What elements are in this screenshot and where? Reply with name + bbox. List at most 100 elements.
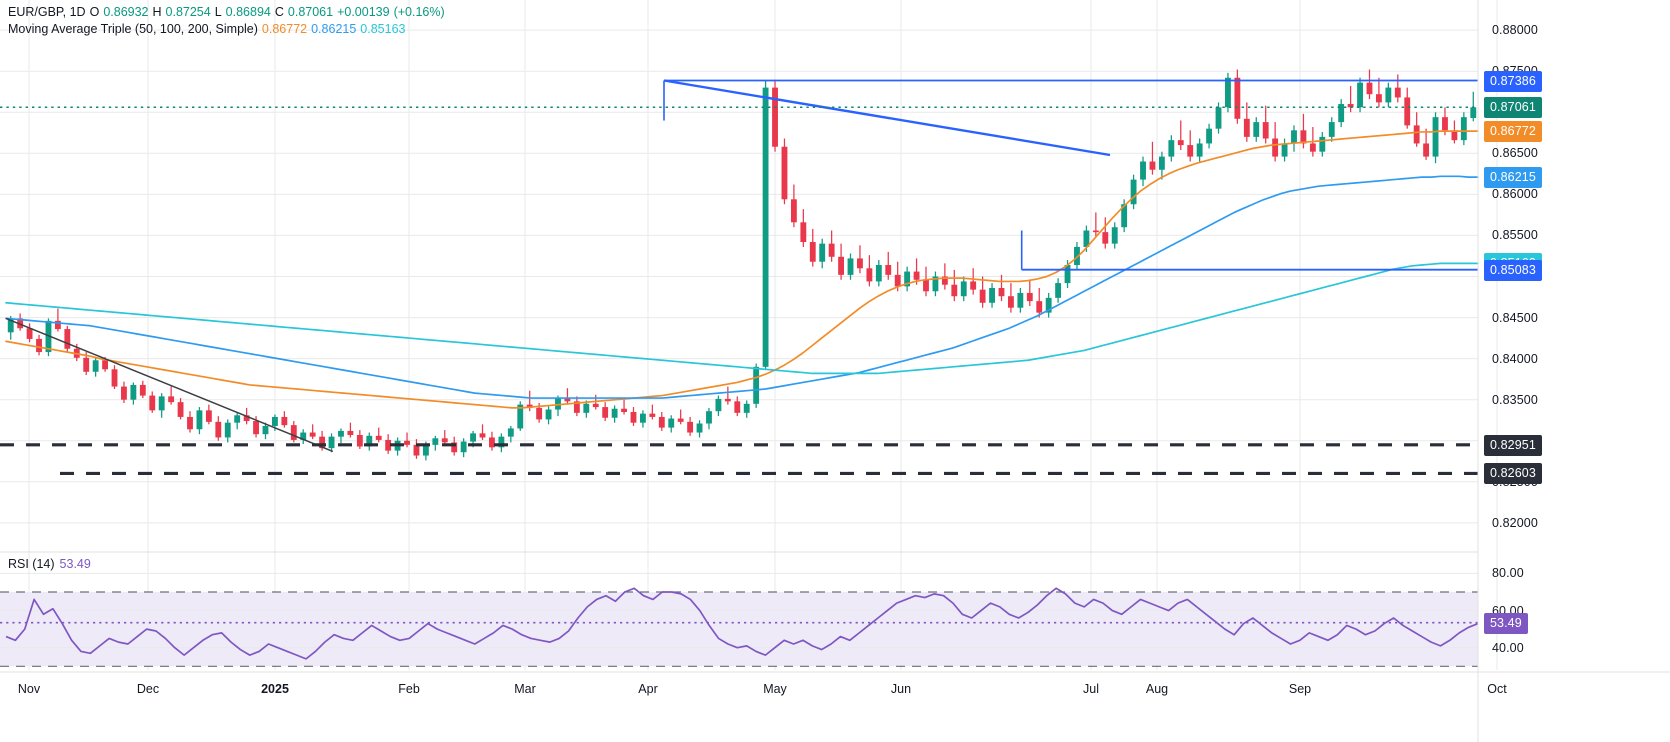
candle-body bbox=[1404, 97, 1411, 126]
rsi-panel[interactable] bbox=[0, 551, 1478, 667]
candle-body bbox=[932, 276, 939, 292]
candle-body bbox=[1045, 297, 1052, 313]
candle-body bbox=[781, 146, 788, 200]
candle-body bbox=[281, 416, 288, 426]
candle-body bbox=[139, 384, 146, 396]
candle-body bbox=[1196, 143, 1203, 157]
candle-body bbox=[960, 281, 967, 297]
moving-average-series[interactable] bbox=[5, 130, 1479, 409]
candle-body bbox=[1177, 140, 1184, 146]
candle-body bbox=[102, 360, 108, 370]
candle-body bbox=[1206, 128, 1212, 144]
annotations[interactable] bbox=[0, 79, 1478, 475]
candlestick-series[interactable] bbox=[7, 69, 1477, 461]
candle-body bbox=[951, 284, 958, 297]
candle-body bbox=[790, 199, 797, 223]
candle-body bbox=[262, 425, 269, 435]
candle-body bbox=[422, 444, 429, 456]
candle-body bbox=[866, 268, 873, 282]
annotation-trendline[interactable] bbox=[5, 317, 334, 453]
candle-body bbox=[715, 398, 722, 412]
candle-body bbox=[441, 438, 448, 443]
candle-body bbox=[1234, 77, 1241, 119]
ma-line-100 bbox=[5, 175, 1479, 399]
candle-body bbox=[1187, 145, 1194, 157]
candle-body bbox=[1423, 143, 1430, 157]
candle-body bbox=[1102, 232, 1109, 244]
candle-body bbox=[696, 423, 703, 433]
candle-body bbox=[479, 433, 486, 438]
candle-body bbox=[800, 222, 807, 243]
candle-body bbox=[498, 436, 505, 448]
candle-body bbox=[1064, 265, 1071, 284]
candle-body bbox=[941, 276, 948, 285]
candle-body bbox=[149, 395, 156, 411]
candle-body bbox=[1111, 227, 1118, 244]
candle-body bbox=[130, 384, 137, 400]
candle-body bbox=[1168, 140, 1175, 157]
candle-body bbox=[1225, 77, 1231, 108]
candle-body bbox=[1262, 122, 1269, 139]
candle-body bbox=[1338, 104, 1345, 123]
candle-body bbox=[762, 87, 769, 367]
candle-body bbox=[1215, 107, 1222, 129]
annotation-trendline[interactable] bbox=[663, 79, 1111, 157]
candle-body bbox=[366, 435, 373, 447]
candle-body bbox=[724, 398, 731, 402]
candle-body bbox=[753, 366, 760, 404]
candle-body bbox=[857, 258, 863, 269]
candle-body bbox=[573, 401, 580, 413]
candle-body bbox=[1272, 138, 1279, 157]
candle-body bbox=[828, 243, 835, 257]
candle-body bbox=[904, 271, 911, 287]
candle-body bbox=[187, 416, 193, 430]
candle-body bbox=[121, 386, 127, 400]
ma-line-200 bbox=[5, 262, 1479, 375]
candle-body bbox=[470, 433, 476, 442]
candle-body bbox=[894, 274, 901, 287]
candle-body bbox=[1328, 122, 1335, 137]
candle-body bbox=[1008, 296, 1014, 308]
candle-body bbox=[677, 418, 684, 422]
candle-body bbox=[668, 418, 675, 428]
candle-body bbox=[1140, 161, 1146, 180]
candle-body bbox=[555, 398, 561, 410]
candle-body bbox=[158, 396, 165, 411]
candle-body bbox=[272, 416, 278, 426]
candle-body bbox=[1243, 118, 1250, 137]
candle-body bbox=[517, 404, 524, 429]
candle-body bbox=[432, 438, 439, 445]
candle-body bbox=[1470, 107, 1477, 118]
candle-body bbox=[319, 436, 326, 449]
candle-body bbox=[602, 407, 609, 418]
candle-body bbox=[819, 243, 826, 262]
candle-body bbox=[1394, 87, 1401, 98]
candle-body bbox=[1055, 283, 1062, 298]
candle-body bbox=[630, 412, 637, 423]
candle-body bbox=[564, 398, 571, 402]
candle-body bbox=[64, 329, 71, 349]
candle-body bbox=[328, 436, 335, 449]
candle-body bbox=[413, 444, 420, 456]
candle-body bbox=[290, 425, 297, 440]
candle-body bbox=[1432, 117, 1439, 157]
candle-body bbox=[1281, 143, 1288, 157]
candle-body bbox=[347, 430, 354, 436]
candle-body bbox=[507, 428, 514, 437]
candle-body bbox=[998, 288, 1005, 297]
candle-body bbox=[7, 318, 14, 333]
candle-body bbox=[838, 256, 844, 275]
candle-body bbox=[611, 408, 618, 418]
rsi-line bbox=[5, 587, 1479, 660]
candle-body bbox=[809, 242, 816, 262]
candle-body bbox=[526, 404, 533, 408]
candle-body bbox=[772, 87, 778, 147]
candle-body bbox=[1309, 143, 1316, 152]
candle-body bbox=[1366, 82, 1373, 95]
candle-body bbox=[83, 357, 90, 372]
candle-body bbox=[592, 403, 599, 408]
candle-body bbox=[621, 408, 627, 413]
candle-body bbox=[649, 413, 656, 417]
